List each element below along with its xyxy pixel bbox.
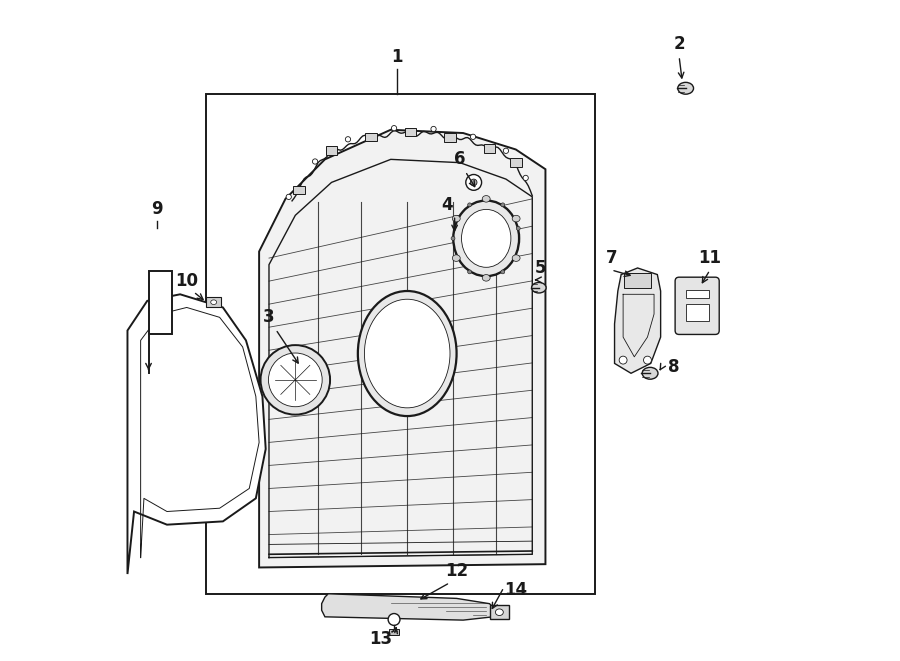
Polygon shape bbox=[615, 268, 661, 373]
FancyBboxPatch shape bbox=[686, 290, 708, 297]
Text: 5: 5 bbox=[536, 259, 546, 277]
Text: 13: 13 bbox=[369, 629, 392, 648]
Text: 10: 10 bbox=[176, 272, 198, 290]
Ellipse shape bbox=[500, 203, 505, 207]
Ellipse shape bbox=[453, 254, 460, 261]
FancyBboxPatch shape bbox=[206, 297, 220, 307]
Ellipse shape bbox=[482, 274, 491, 281]
FancyBboxPatch shape bbox=[405, 128, 417, 136]
Ellipse shape bbox=[468, 203, 472, 207]
Text: 9: 9 bbox=[151, 200, 163, 217]
Ellipse shape bbox=[431, 126, 436, 132]
Text: 12: 12 bbox=[445, 562, 468, 580]
Ellipse shape bbox=[312, 159, 318, 164]
FancyBboxPatch shape bbox=[625, 273, 651, 288]
Ellipse shape bbox=[495, 609, 503, 615]
Text: 14: 14 bbox=[504, 582, 527, 600]
FancyBboxPatch shape bbox=[675, 277, 719, 334]
Ellipse shape bbox=[346, 137, 351, 142]
Ellipse shape bbox=[471, 179, 477, 186]
Polygon shape bbox=[321, 594, 496, 620]
Ellipse shape bbox=[517, 226, 520, 230]
Ellipse shape bbox=[512, 254, 520, 261]
Ellipse shape bbox=[644, 356, 652, 364]
Polygon shape bbox=[128, 294, 266, 574]
Ellipse shape bbox=[503, 148, 508, 153]
Ellipse shape bbox=[643, 368, 658, 379]
Text: 11: 11 bbox=[698, 249, 722, 267]
Ellipse shape bbox=[454, 200, 519, 276]
Ellipse shape bbox=[462, 210, 511, 267]
Ellipse shape bbox=[451, 237, 455, 241]
Ellipse shape bbox=[532, 282, 546, 293]
Ellipse shape bbox=[388, 613, 400, 625]
Text: 7: 7 bbox=[606, 249, 617, 267]
Bar bbox=[206, 94, 595, 594]
Text: 3: 3 bbox=[263, 308, 274, 327]
Ellipse shape bbox=[512, 215, 520, 222]
Ellipse shape bbox=[466, 175, 482, 190]
Text: 1: 1 bbox=[392, 48, 403, 66]
FancyBboxPatch shape bbox=[292, 186, 304, 194]
Ellipse shape bbox=[468, 270, 472, 274]
Ellipse shape bbox=[364, 299, 450, 408]
Text: 6: 6 bbox=[454, 150, 465, 169]
Polygon shape bbox=[259, 130, 545, 567]
FancyBboxPatch shape bbox=[444, 134, 456, 142]
FancyBboxPatch shape bbox=[326, 146, 338, 155]
Ellipse shape bbox=[482, 196, 491, 202]
Ellipse shape bbox=[392, 126, 397, 131]
FancyBboxPatch shape bbox=[510, 158, 522, 167]
FancyBboxPatch shape bbox=[148, 271, 172, 334]
FancyBboxPatch shape bbox=[686, 304, 708, 321]
FancyBboxPatch shape bbox=[390, 629, 399, 635]
Ellipse shape bbox=[523, 175, 528, 180]
Ellipse shape bbox=[619, 356, 627, 364]
FancyBboxPatch shape bbox=[491, 605, 508, 619]
FancyBboxPatch shape bbox=[483, 144, 495, 153]
Ellipse shape bbox=[471, 134, 476, 139]
Ellipse shape bbox=[453, 215, 460, 222]
FancyBboxPatch shape bbox=[365, 133, 377, 141]
Ellipse shape bbox=[500, 270, 505, 274]
Ellipse shape bbox=[678, 83, 694, 95]
Ellipse shape bbox=[286, 194, 292, 200]
Ellipse shape bbox=[211, 300, 217, 305]
Ellipse shape bbox=[358, 291, 456, 416]
Ellipse shape bbox=[268, 353, 322, 407]
Text: 4: 4 bbox=[441, 196, 453, 214]
Text: 8: 8 bbox=[668, 358, 680, 375]
Ellipse shape bbox=[261, 345, 330, 414]
Text: 2: 2 bbox=[673, 35, 685, 53]
